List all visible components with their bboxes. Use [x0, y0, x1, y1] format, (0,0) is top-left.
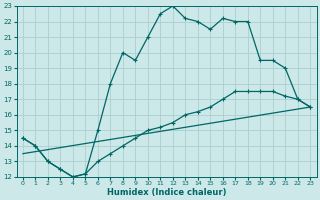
X-axis label: Humidex (Indice chaleur): Humidex (Indice chaleur) [107, 188, 226, 197]
